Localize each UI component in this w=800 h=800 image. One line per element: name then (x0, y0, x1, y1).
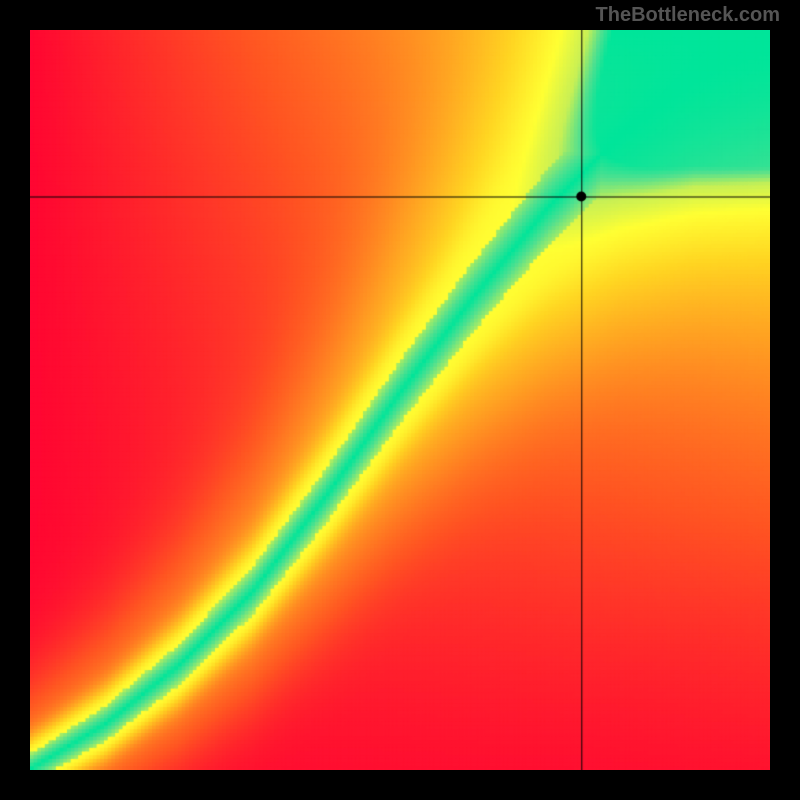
frame-right (770, 0, 800, 800)
frame-bottom (0, 770, 800, 800)
chart-container: TheBottleneck.com (0, 0, 800, 800)
watermark-text: TheBottleneck.com (596, 4, 780, 27)
bottleneck-heatmap (30, 30, 770, 770)
frame-left (0, 0, 30, 800)
